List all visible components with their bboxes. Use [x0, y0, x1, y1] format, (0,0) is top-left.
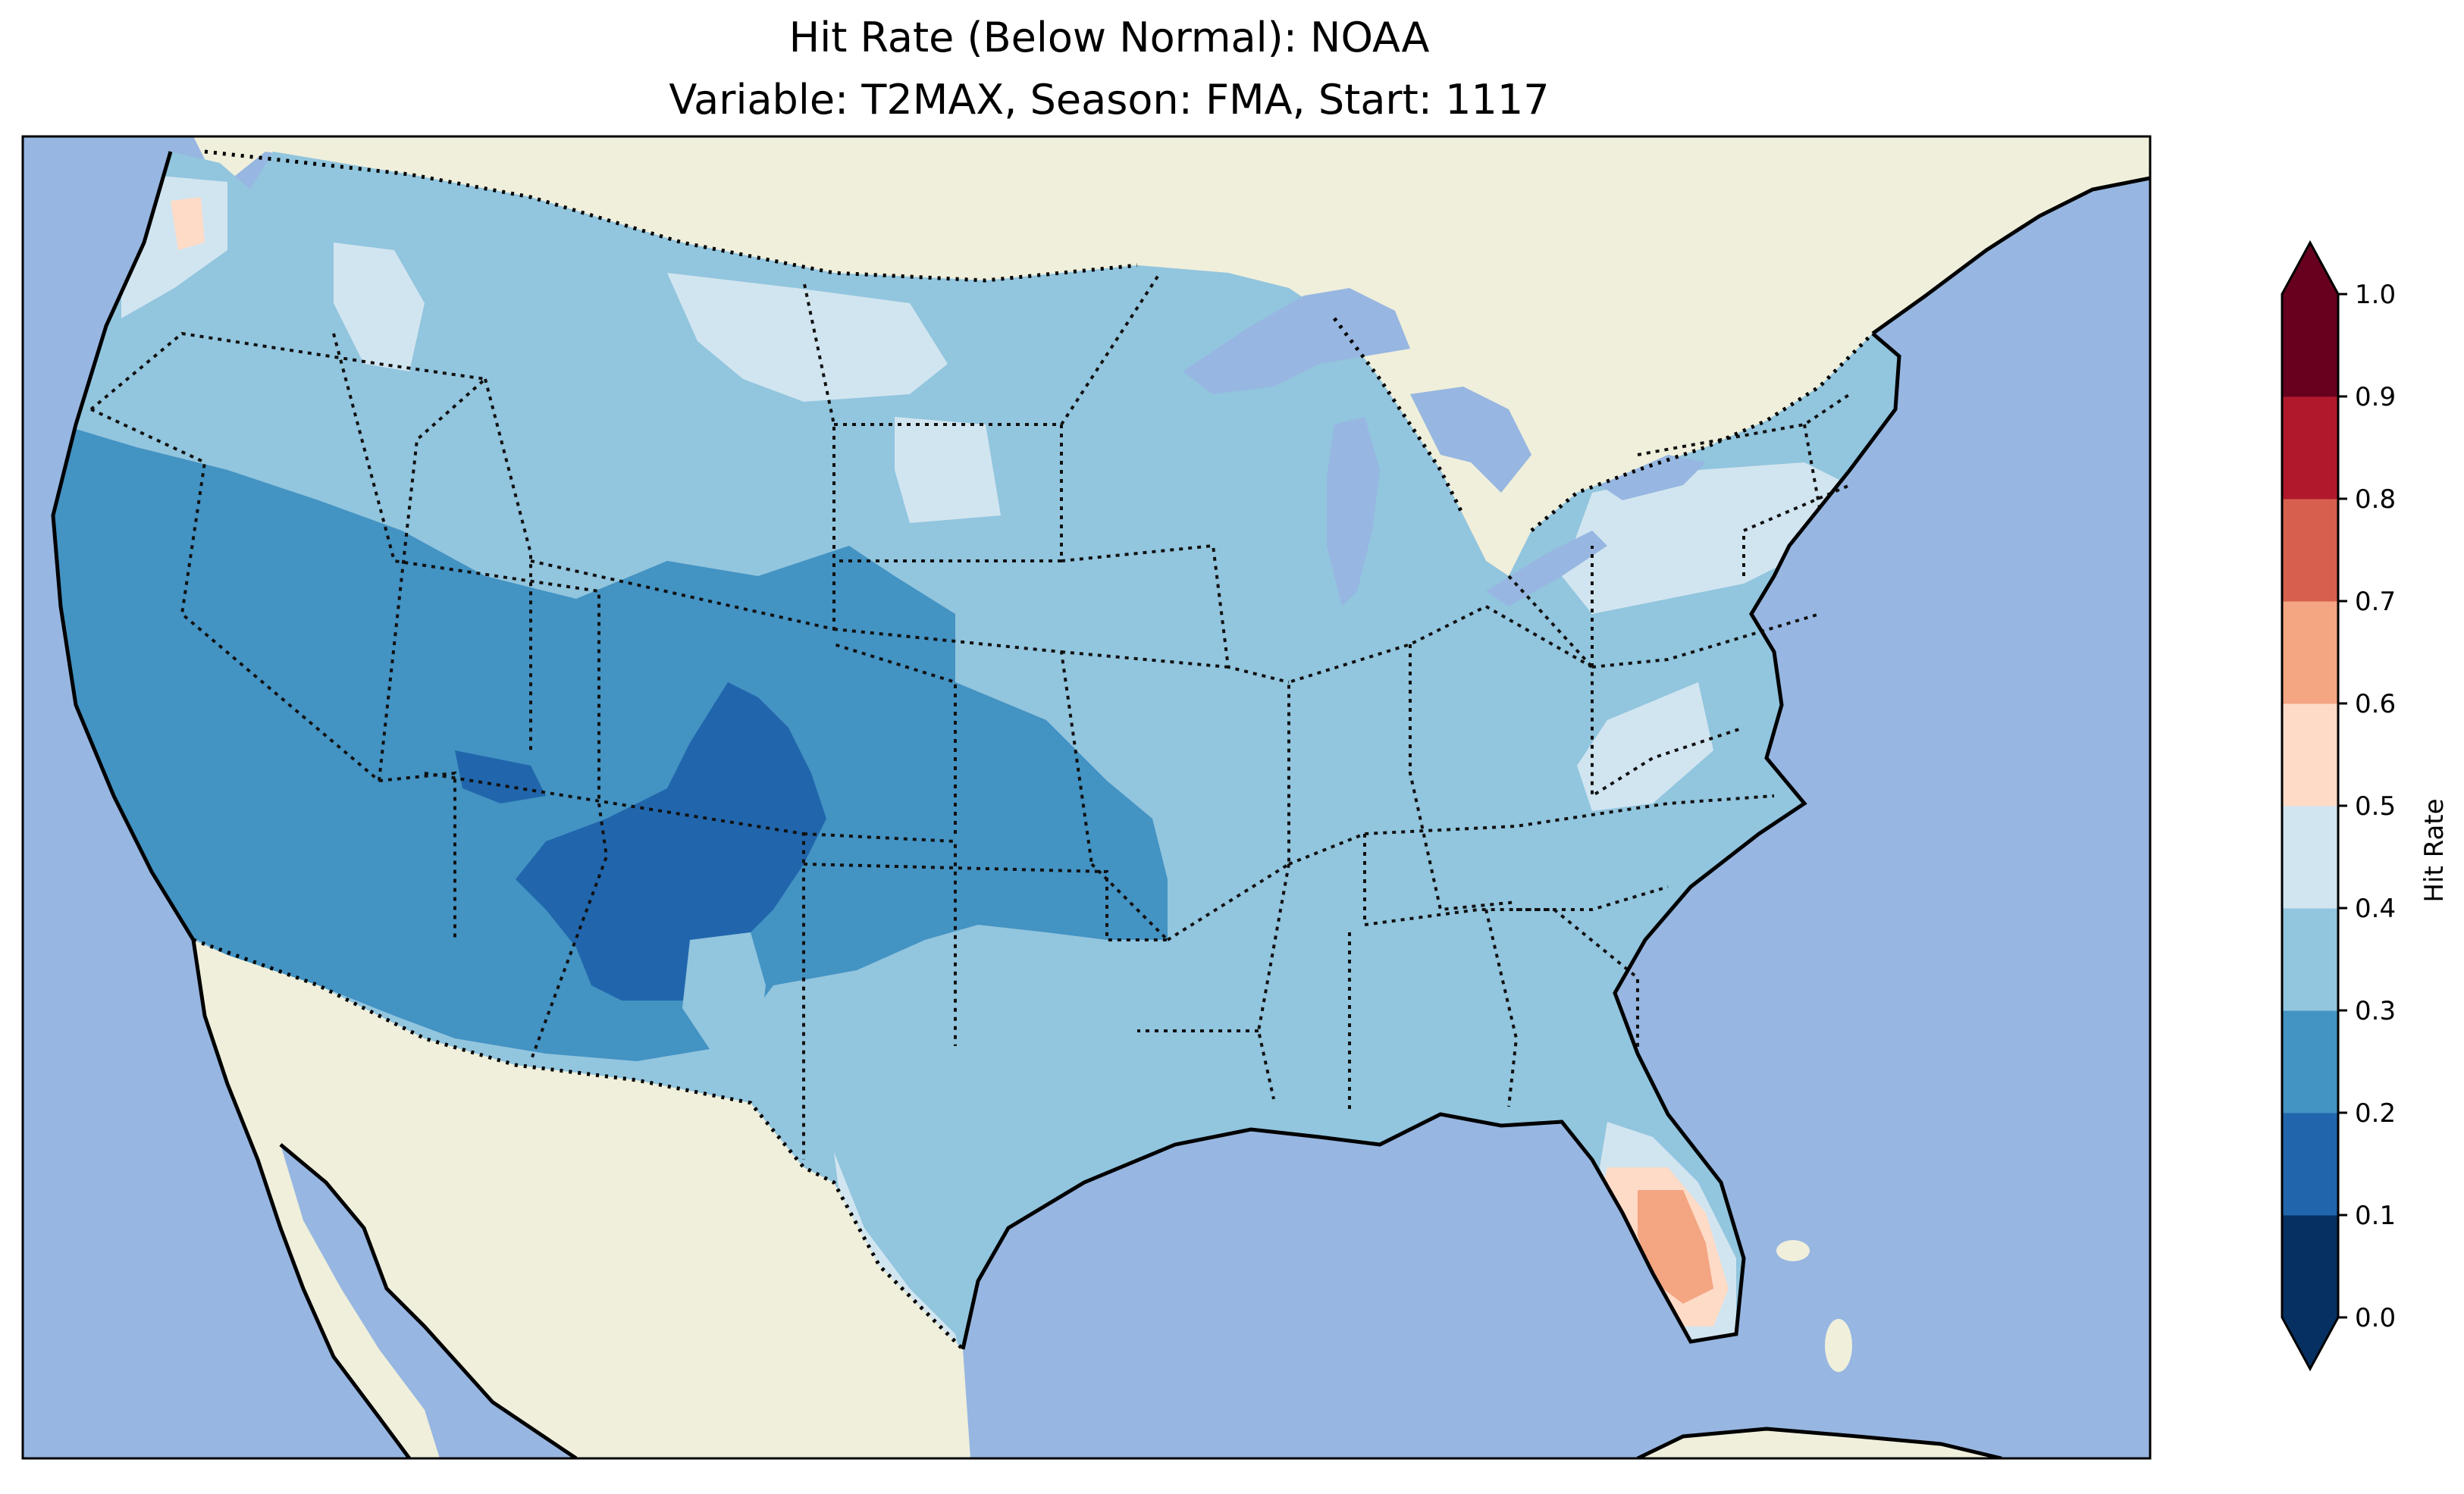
colorbar-segment-1: [2282, 1113, 2338, 1216]
colorbar-tick-label: 0.2: [2355, 1098, 2396, 1129]
region-idaho-0.4-0.5: [334, 243, 425, 371]
colorbar-segment-7: [2282, 499, 2338, 602]
colorbar-segment-9: [2282, 294, 2338, 397]
colorbar-segments: [2282, 294, 2338, 1318]
region-four-corners-0.1-0.2: [516, 682, 826, 1001]
land-cuba: [1638, 1429, 2002, 1458]
region-nm-patch-0.3-0.4: [682, 932, 766, 1054]
map-frame: [21, 135, 2152, 1460]
lake-superior: [1183, 288, 1410, 394]
coastlines: [51, 151, 2150, 1458]
colorbar-segment-4: [2282, 806, 2338, 909]
colorbar-segment-2: [2282, 1010, 2338, 1113]
chart-title: Hit Rate (Below Normal): NOAA: [789, 14, 1430, 61]
colorbar-tick-label: 0.3: [2355, 996, 2396, 1026]
colorbar-segment-6: [2282, 601, 2338, 704]
colorbar-segment-5: [2282, 703, 2338, 807]
chart-subtitle: Variable: T2MAX, Season: FMA, Start: 111…: [669, 76, 1549, 124]
region-wva-0.4-0.5: [1577, 682, 1713, 811]
colorbar-tick-label: 0.8: [2355, 484, 2396, 515]
colorbar-tick-label: 0.7: [2355, 587, 2396, 617]
colorbar-tick-label: 0.5: [2355, 791, 2396, 822]
colorbar-tick-label: 0.4: [2355, 894, 2396, 924]
colorbar-extend-over: [2282, 243, 2338, 294]
region-sd-0.4-0.5: [895, 417, 1001, 523]
region-wash-tip-0.5-0.6: [171, 197, 205, 250]
lake-erie: [1486, 531, 1607, 606]
land-bahamas-island: [1825, 1319, 1852, 1372]
land-mexico: [193, 940, 970, 1458]
colorbar-tick-label: 0.0: [2355, 1303, 2396, 1333]
lake-michigan: [1327, 417, 1380, 606]
colorbar-tick-label: 0.6: [2355, 689, 2396, 719]
colorbar-ticks: 0.0 0.1 0.2 0.3 0.4 0.5 0.6 0.7 0.8 0.9 1.0: [2338, 280, 2396, 1333]
colorbar-extend-under: [2282, 1317, 2338, 1369]
colorbar-label: Hit Rate: [2419, 798, 2450, 902]
colorbar-segment-3: [2282, 908, 2338, 1011]
region-south-tx-0.4-0.5: [834, 1152, 963, 1349]
colorbar-tick-label: 0.1: [2355, 1201, 2396, 1231]
lake-ontario: [1600, 455, 1706, 500]
lake-huron: [1410, 387, 1531, 493]
region-ne-0.4-0.5: [1562, 462, 1850, 614]
region-florida-0.6-0.7: [1638, 1190, 1713, 1304]
country-borders: [193, 149, 1874, 1351]
land-canada: [193, 136, 2150, 576]
map-panel: [23, 136, 2150, 1458]
colorbar: 0.0 0.1 0.2 0.3 0.4 0.5 0.6 0.7 0.8 0.9 1.0 Hit Ra…: [2281, 240, 2450, 1372]
land-bahamas-island-2: [1776, 1240, 1810, 1261]
colorbar-tick-label: 1.0: [2355, 280, 2396, 310]
colorbar-tick-label: 0.9: [2355, 382, 2396, 412]
region-west-0.2-0.3: [53, 424, 1168, 1061]
state-borders: [89, 271, 1851, 1160]
region-montana-0.4-0.5: [667, 273, 948, 402]
region-nevada-patch-0.1-0.2: [455, 750, 546, 803]
great-lakes: [1183, 288, 1706, 606]
colorbar-segment-0: [2282, 1215, 2338, 1318]
colorbar-segment-8: [2282, 396, 2338, 500]
